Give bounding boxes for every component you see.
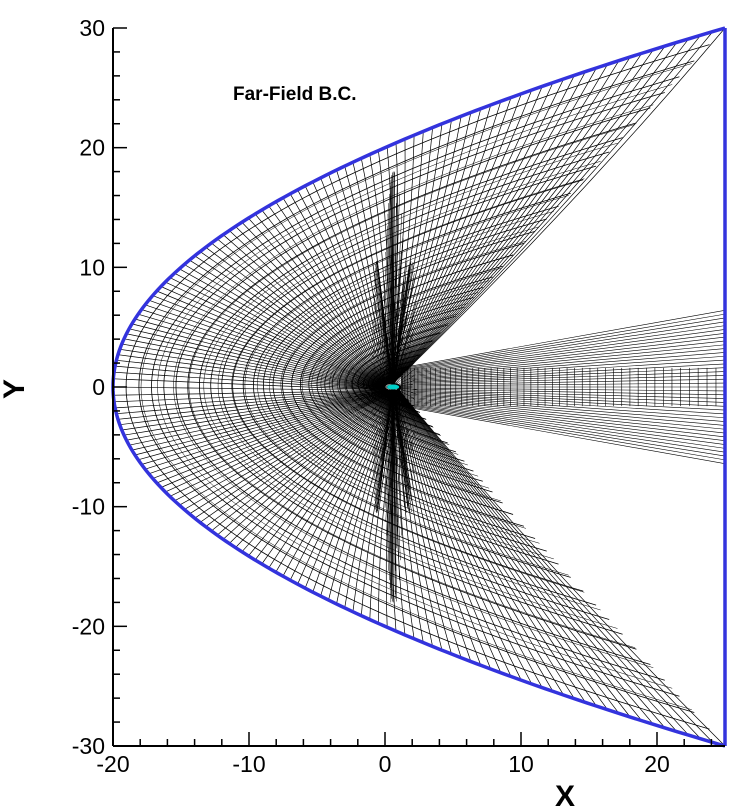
y-tick-label: -20: [72, 613, 105, 639]
mesh-wake-line: [401, 401, 725, 444]
y-tick-label: 0: [92, 374, 105, 400]
y-tick-label: -10: [72, 494, 105, 520]
mesh-radial-line: [396, 384, 597, 706]
y-axis-title: Y: [0, 379, 31, 399]
mesh-wake-line: [401, 388, 725, 391]
mesh-wake-line: [401, 402, 725, 448]
far-field-label: Far-Field B.C.: [233, 84, 357, 105]
y-tick-label: 10: [79, 254, 105, 280]
y-tick-label: -30: [72, 733, 105, 759]
mesh-grid: [113, 28, 725, 746]
x-tick-label: 0: [379, 751, 392, 777]
mesh-wake-line: [401, 329, 725, 372]
mesh-radial-line: [395, 384, 654, 725]
mesh-wake-line: [401, 326, 725, 372]
mesh-wake-line: [401, 383, 725, 386]
x-tick-label: 10: [508, 751, 534, 777]
mesh-wake-line: [401, 399, 725, 436]
mesh-wake-line: [401, 404, 725, 456]
mesh-wake-line: [401, 364, 725, 381]
x-tick-label: -10: [232, 751, 265, 777]
mesh-radial-line: [390, 75, 575, 384]
x-axis-title: X: [555, 780, 575, 810]
airfoil-body: [387, 385, 399, 390]
mesh-radial-line: [393, 35, 701, 383]
mesh-wake-line: [401, 337, 725, 374]
y-tick-label: 30: [79, 15, 105, 41]
mesh-wake-line: [401, 352, 725, 378]
mesh-wake-line: [401, 393, 725, 410]
mesh-radial-line: [149, 300, 388, 389]
mesh-wake-line: [401, 396, 725, 422]
y-tick-label: 20: [79, 135, 105, 161]
mesh-near-body-line: [158, 85, 673, 689]
mesh-radial-line: [394, 384, 665, 729]
mesh-radial-line: [396, 384, 608, 710]
mesh-radial-line: [161, 287, 387, 390]
x-tick-label: 20: [644, 751, 670, 777]
mesh-radial-line: [392, 50, 654, 384]
mesh-radial-line: [283, 198, 385, 387]
mesh-radial-line: [392, 46, 665, 384]
mesh-radial-line: [161, 389, 400, 487]
